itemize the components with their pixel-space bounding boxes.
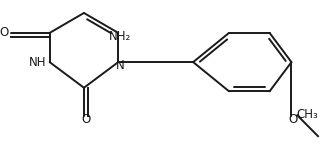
Text: O: O (0, 26, 9, 39)
Text: O: O (289, 113, 298, 126)
Text: O: O (81, 113, 90, 126)
Text: N: N (116, 60, 125, 72)
Text: CH₃: CH₃ (296, 108, 318, 121)
Text: NH₂: NH₂ (109, 30, 131, 43)
Text: NH: NH (29, 56, 47, 69)
